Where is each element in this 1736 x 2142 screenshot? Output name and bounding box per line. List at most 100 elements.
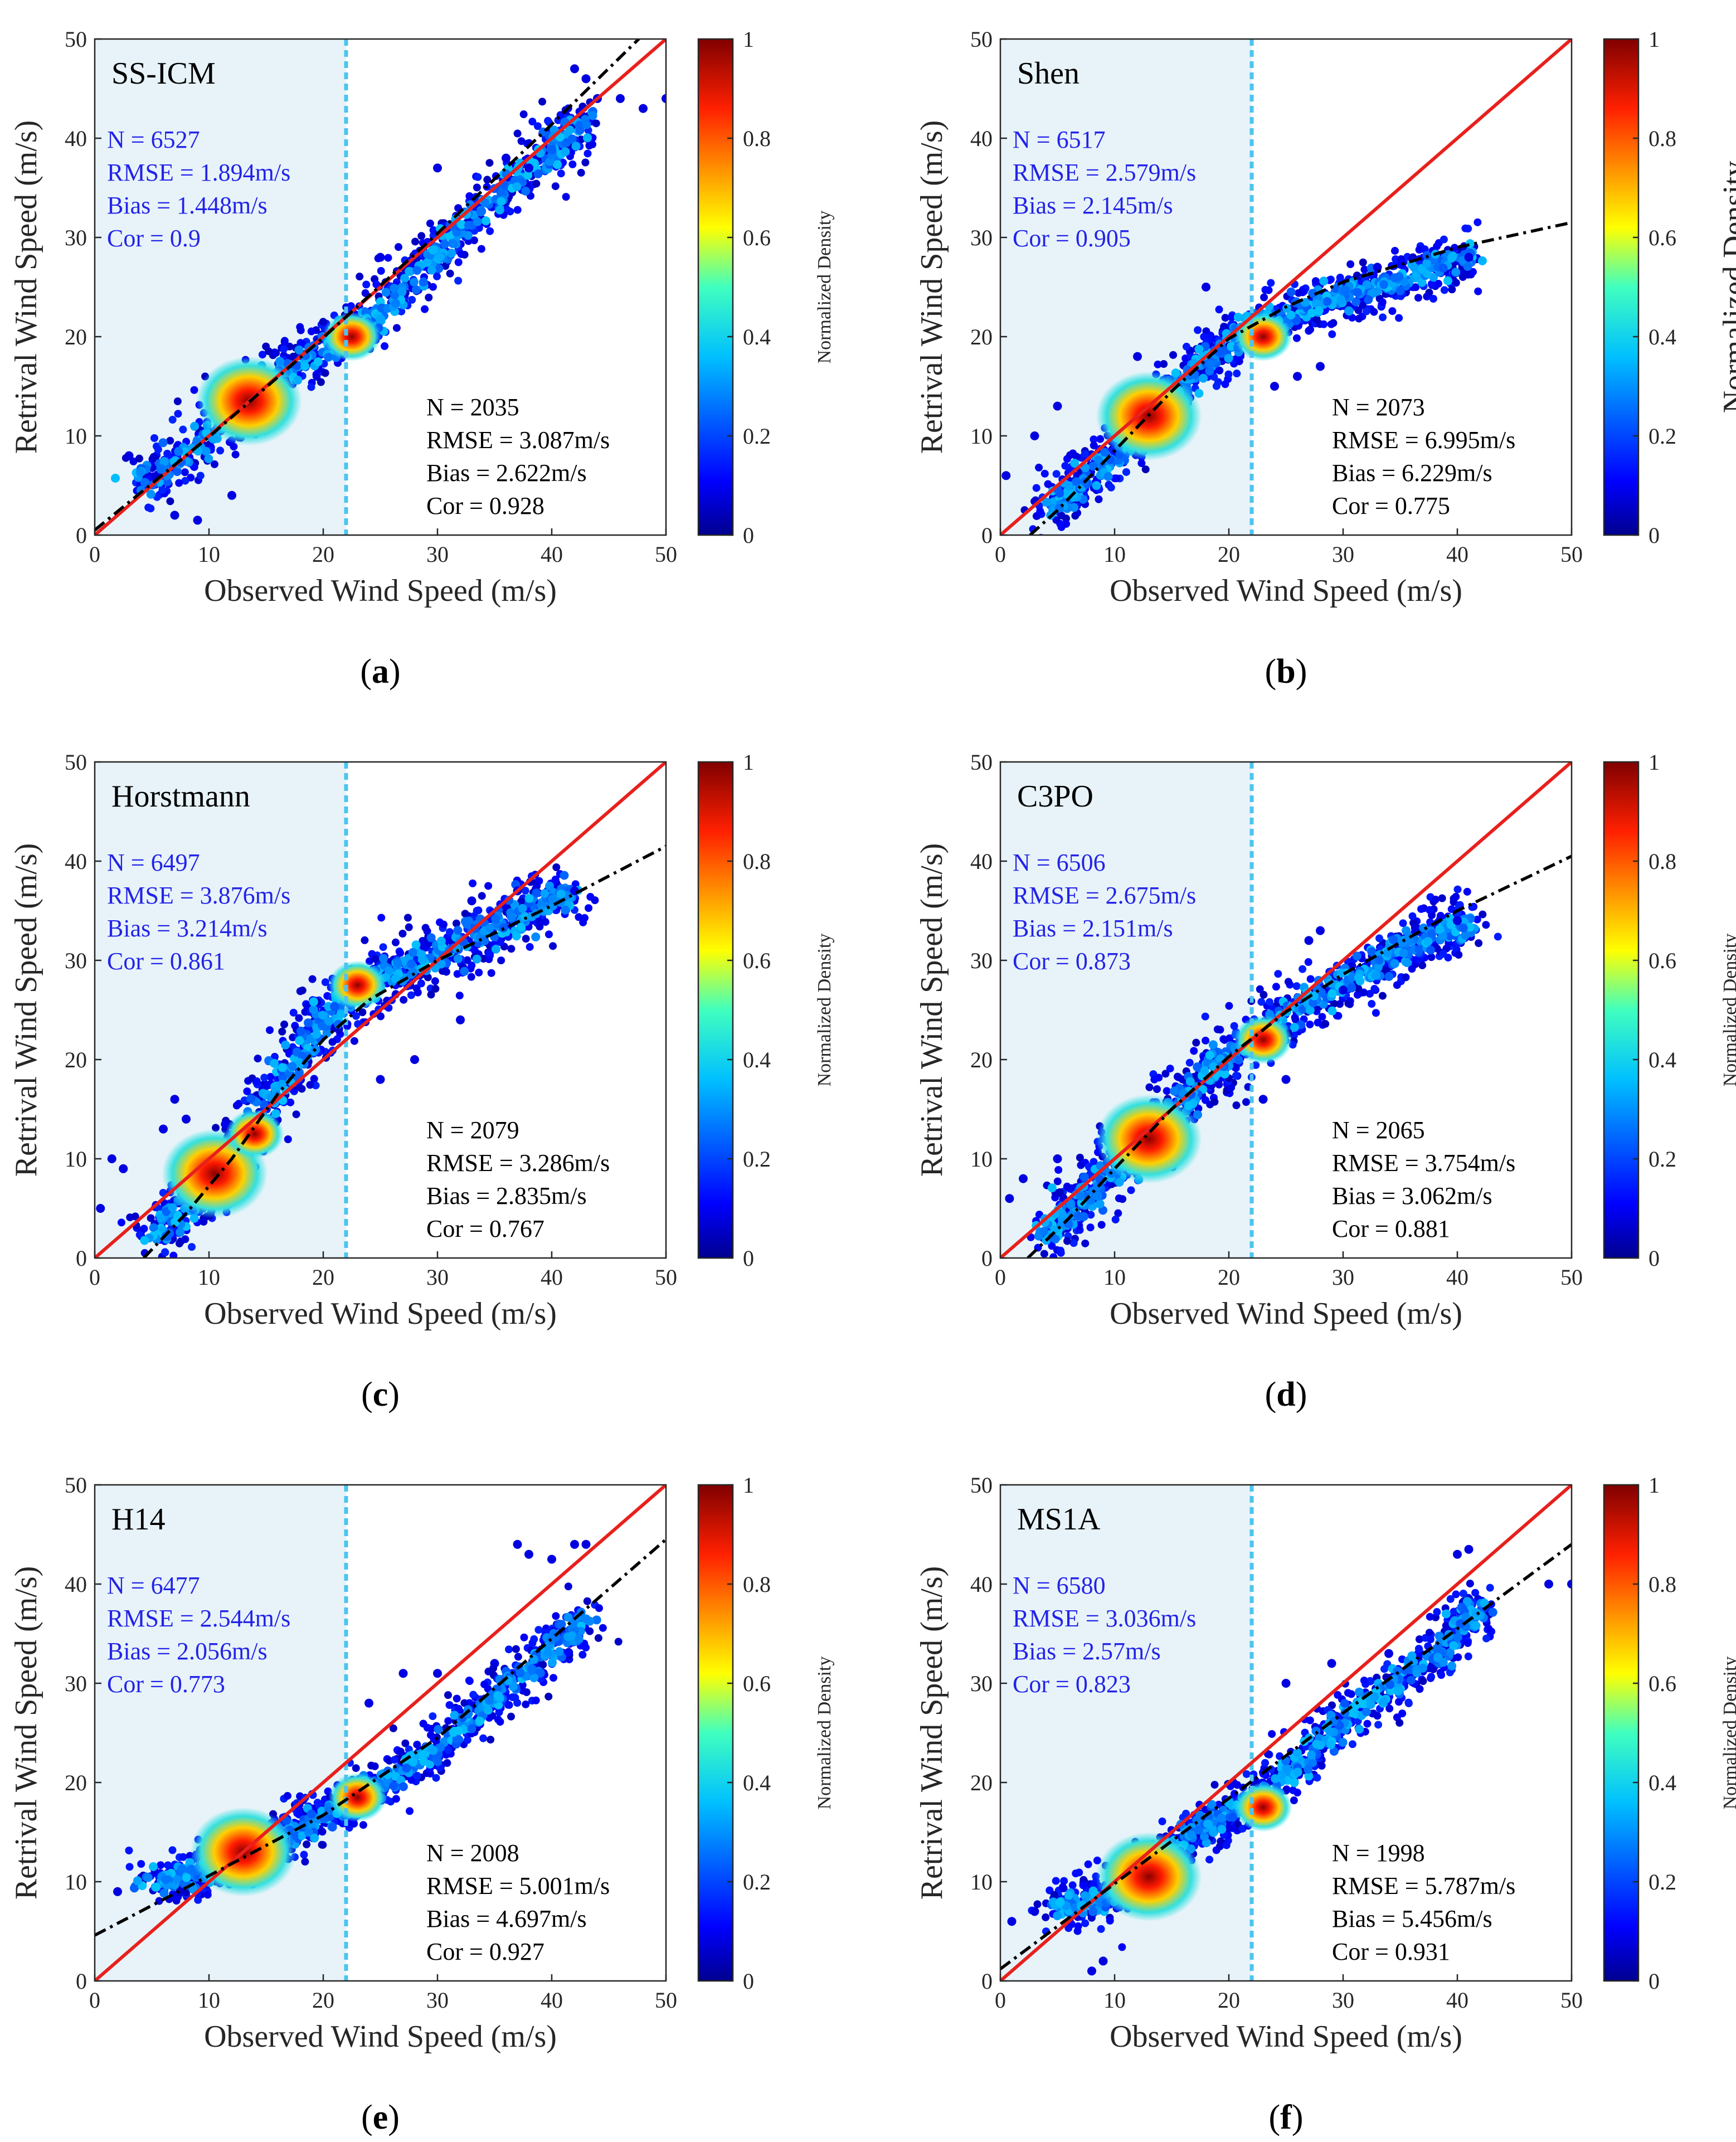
scatter-point: [117, 1218, 125, 1227]
scatter-point: [1170, 1086, 1179, 1096]
scatter-point: [419, 277, 428, 286]
scatter-point: [1473, 915, 1481, 924]
scatter-point: [1392, 255, 1400, 263]
x-tick-label: 20: [312, 1265, 334, 1290]
scatter-point: [1362, 307, 1370, 315]
colorbar-tick-label: 0.2: [743, 424, 771, 449]
scatter-point: [1260, 990, 1268, 999]
y-tick-label: 50: [65, 27, 87, 52]
scatter-point: [553, 160, 562, 169]
scatter-point: [1402, 958, 1412, 968]
stats-low-rmse: RMSE = 1.894m/s: [107, 159, 290, 186]
scatter-point: [1367, 947, 1377, 956]
scatter-point: [303, 1002, 312, 1010]
scatter-point: [1036, 507, 1044, 516]
scatter-point: [1079, 1212, 1088, 1221]
plot-frame: [94, 761, 667, 1259]
outlier-point: [182, 1114, 191, 1124]
plot-frame: [94, 38, 667, 536]
scatter-point: [1095, 495, 1103, 503]
scatter-point: [1054, 1165, 1063, 1174]
colorbar-tick-label: 0.6: [1649, 225, 1676, 250]
y-axis-label: Retrival Wind Speed (m/s): [9, 120, 43, 454]
colorbar-tick-label: 0.6: [1649, 948, 1676, 973]
scatter-point: [278, 1063, 287, 1072]
scatter-point: [181, 468, 189, 477]
scatter-point: [166, 436, 174, 445]
scatter-point: [181, 1235, 189, 1244]
scatter-point: [168, 415, 177, 424]
scatter-point: [1093, 1191, 1102, 1201]
model-name: Shen: [1017, 56, 1079, 91]
outlier-point: [524, 163, 533, 173]
scatter-point: [523, 171, 533, 180]
scatter-point: [541, 918, 550, 926]
scatter-point: [135, 468, 145, 477]
scatter-point: [1282, 304, 1291, 313]
scatter-point: [1063, 1182, 1071, 1191]
scatter-point: [568, 160, 577, 168]
scatter-point: [1174, 1073, 1183, 1081]
scatter-point: [379, 943, 387, 951]
scatter-point: [1341, 285, 1350, 295]
low-wind-region: [1000, 762, 1252, 1258]
scatter-point: [277, 1080, 286, 1089]
fit-line: [1029, 221, 1572, 535]
scatter-point: [210, 460, 218, 468]
scatter-point: [481, 216, 490, 226]
outlier-point: [1293, 372, 1302, 381]
scatter-point: [440, 239, 449, 249]
scatter-point: [161, 1248, 169, 1256]
colorbar-tick-label: 0.8: [1649, 849, 1676, 874]
scatter-point: [453, 926, 463, 935]
scatter-point: [275, 357, 285, 366]
scatter-point: [512, 931, 521, 941]
scatter-point: [280, 344, 288, 353]
x-tick-label: 10: [198, 542, 220, 567]
scatter-point: [1494, 932, 1502, 941]
x-tick-label: 0: [89, 1265, 100, 1290]
colorbar-label: Normalized Density: [814, 934, 835, 1087]
y-tick-label: 40: [65, 126, 87, 151]
scatter-point: [586, 893, 595, 901]
outlier-point: [170, 1095, 179, 1104]
scatter-point: [1423, 937, 1433, 946]
scatter-point: [513, 206, 522, 214]
scatter-point: [1438, 894, 1446, 902]
scatter-point: [411, 237, 420, 246]
stats-high-bias: Bias = 2.622m/s: [426, 459, 587, 487]
outlier-point: [433, 163, 442, 173]
scatter-point: [1463, 887, 1471, 896]
x-axis-label: Observed Wind Speed (m/s): [204, 1296, 557, 1331]
x-tick-label: 50: [655, 542, 677, 567]
scatter-point: [1372, 1009, 1380, 1017]
scatter-point: [1311, 277, 1320, 285]
outlier-point: [1316, 362, 1325, 371]
scatter-point: [560, 871, 569, 880]
scatter-point: [538, 98, 547, 106]
scatter-point: [1292, 334, 1301, 342]
scatter-point: [545, 881, 555, 891]
outlier-point: [1258, 1095, 1268, 1104]
scatter-point: [140, 478, 149, 487]
outlier-point: [1270, 382, 1279, 391]
x-tick-label: 40: [1446, 1265, 1468, 1290]
scatter-point: [562, 193, 570, 201]
y-axis-label: Retrival Wind Speed (m/s): [915, 843, 949, 1177]
scatter-point: [433, 272, 441, 280]
scatter-point: [1290, 1023, 1299, 1032]
scatter-point: [1286, 310, 1296, 320]
x-tick-label: 30: [1332, 1265, 1354, 1290]
scatter-point: [1320, 320, 1328, 328]
scatter-point: [1207, 331, 1215, 339]
scatter-point: [295, 1014, 303, 1022]
scatter-point: [1212, 382, 1220, 390]
scatter-point: [1221, 314, 1229, 322]
scatter-point: [1389, 935, 1398, 944]
scatter-point: [289, 1008, 298, 1017]
scatter-point: [158, 438, 168, 448]
y-tick-label: 10: [65, 1147, 87, 1172]
scatter-point: [1161, 1070, 1170, 1078]
stats-high-rmse: RMSE = 3.087m/s: [426, 426, 610, 454]
colorbar: [1603, 38, 1640, 536]
